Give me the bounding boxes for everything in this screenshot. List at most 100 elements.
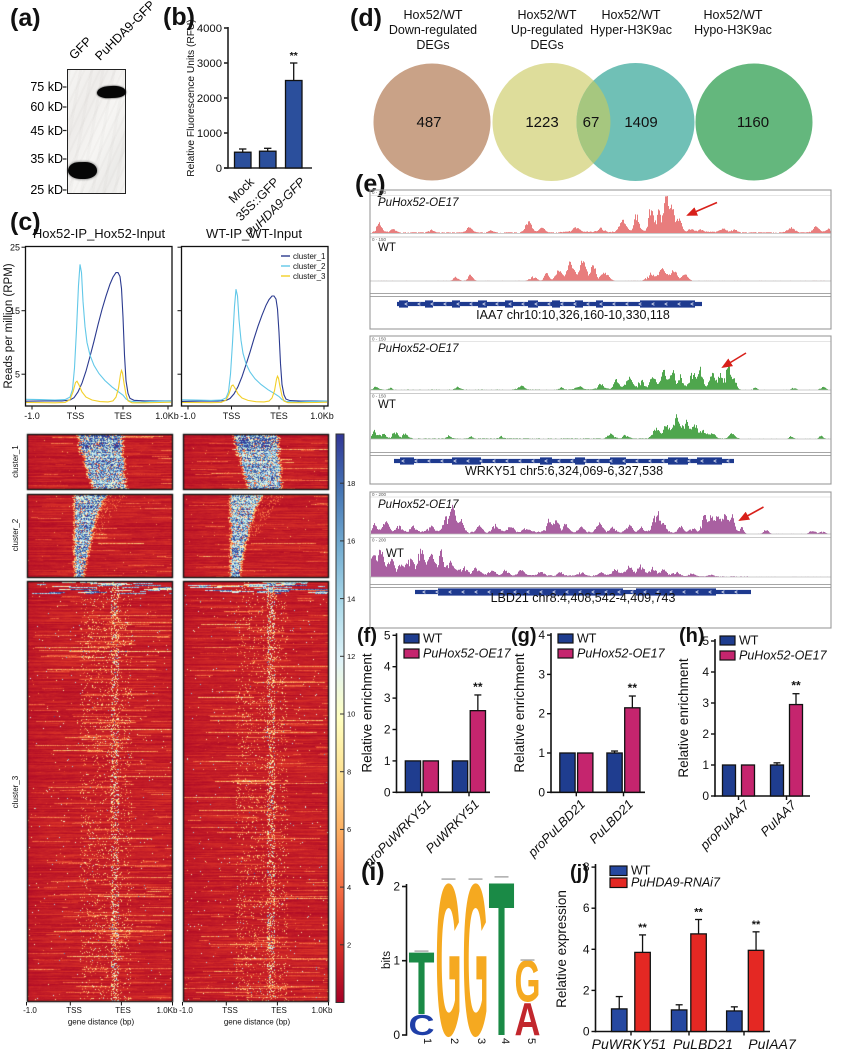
svg-text:(b): (b) xyxy=(163,3,195,31)
svg-text:Hox52/WT: Hox52/WT xyxy=(517,8,576,22)
svg-text:PuWRKY51: PuWRKY51 xyxy=(592,1036,667,1052)
svg-text:487: 487 xyxy=(416,114,441,131)
svg-text:Relative expression: Relative expression xyxy=(554,890,569,1008)
svg-text:67: 67 xyxy=(583,114,600,131)
svg-text:2: 2 xyxy=(538,707,545,721)
svg-text:1: 1 xyxy=(421,1038,433,1044)
svg-text:WRKY51 chr5:6,324,069-6,327,53: WRKY51 chr5:6,324,069-6,327,538 xyxy=(465,464,663,478)
svg-text:1.0Kb: 1.0Kb xyxy=(310,411,334,421)
svg-text:PuHox52-OE17: PuHox52-OE17 xyxy=(378,499,459,511)
svg-text:cluster_3: cluster_3 xyxy=(293,272,326,281)
svg-text:5: 5 xyxy=(702,634,709,648)
svg-text:5: 5 xyxy=(525,1038,537,1044)
svg-text:0 - 200: 0 - 200 xyxy=(372,492,387,497)
svg-text:-1.0: -1.0 xyxy=(24,411,40,421)
svg-text:18: 18 xyxy=(347,479,355,488)
svg-text:0: 0 xyxy=(393,1028,400,1042)
svg-text:5: 5 xyxy=(15,370,20,380)
svg-text:3: 3 xyxy=(475,1038,487,1044)
svg-text:5: 5 xyxy=(384,628,391,642)
svg-text:WT: WT xyxy=(739,634,759,648)
svg-text:0: 0 xyxy=(216,163,222,175)
svg-text:2: 2 xyxy=(448,1038,460,1044)
svg-text:2: 2 xyxy=(583,983,590,997)
svg-text:(j): (j) xyxy=(570,862,589,884)
svg-text:8: 8 xyxy=(583,860,590,874)
svg-text:6: 6 xyxy=(583,901,590,915)
svg-text:4: 4 xyxy=(384,660,391,674)
svg-text:TES: TES xyxy=(115,1006,131,1015)
svg-text:(d): (d) xyxy=(350,4,382,32)
svg-text:T: T xyxy=(489,837,515,1059)
svg-text:**: ** xyxy=(694,907,703,919)
svg-text:14: 14 xyxy=(347,594,355,603)
svg-text:(i): (i) xyxy=(361,858,385,886)
svg-text:G: G xyxy=(436,838,462,1059)
svg-text:Down-regulated: Down-regulated xyxy=(389,23,477,37)
svg-text:(h): (h) xyxy=(679,625,705,647)
svg-text:(f): (f) xyxy=(357,625,377,647)
svg-text:bits: bits xyxy=(381,951,393,969)
svg-text:PuHox52-OE17: PuHox52-OE17 xyxy=(739,649,828,663)
svg-text:Reads per million (RPM): Reads per million (RPM) xyxy=(3,263,15,388)
svg-text:Hox52/WT: Hox52/WT xyxy=(703,8,762,22)
svg-text:PuHox52-OE17: PuHox52-OE17 xyxy=(378,343,459,355)
svg-text:0: 0 xyxy=(538,785,545,799)
svg-text:0 - 150: 0 - 150 xyxy=(372,190,387,195)
svg-text:0: 0 xyxy=(583,1025,590,1039)
svg-text:4: 4 xyxy=(583,942,590,956)
svg-text:cluster_3: cluster_3 xyxy=(11,775,20,808)
svg-text:WT: WT xyxy=(386,548,404,560)
svg-text:-1.0: -1.0 xyxy=(179,1006,193,1015)
svg-text:PuHox52-OE17: PuHox52-OE17 xyxy=(577,647,666,661)
svg-text:TSS: TSS xyxy=(223,411,241,421)
svg-text:WT: WT xyxy=(577,632,597,646)
svg-text:PuHox52-OE17: PuHox52-OE17 xyxy=(378,197,459,209)
svg-text:PuHDA9-RNAi7: PuHDA9-RNAi7 xyxy=(631,876,721,890)
svg-text:LBD21 chr8:4,408,542-4,409,743: LBD21 chr8:4,408,542-4,409,743 xyxy=(491,591,676,605)
svg-text:1: 1 xyxy=(393,954,400,968)
svg-text:Up-regulated: Up-regulated xyxy=(511,23,583,37)
svg-text:**: ** xyxy=(791,679,801,693)
svg-text:3: 3 xyxy=(538,667,545,681)
svg-text:TES: TES xyxy=(114,411,132,421)
svg-text:**: ** xyxy=(628,681,638,695)
svg-text:0: 0 xyxy=(384,785,391,799)
svg-text:PuHox52-OE17: PuHox52-OE17 xyxy=(423,647,512,661)
svg-text:4000: 4000 xyxy=(197,23,222,35)
svg-text:3: 3 xyxy=(384,691,391,705)
svg-text:2000: 2000 xyxy=(197,93,222,105)
svg-text:TSS: TSS xyxy=(66,1006,82,1015)
svg-text:cluster_2: cluster_2 xyxy=(293,262,326,271)
svg-text:**: ** xyxy=(473,680,483,694)
svg-text:2: 2 xyxy=(347,941,351,950)
svg-text:0 - 150: 0 - 150 xyxy=(372,337,387,342)
svg-text:G: G xyxy=(463,838,489,1059)
svg-text:3: 3 xyxy=(702,696,709,710)
svg-text:1409: 1409 xyxy=(624,114,657,131)
svg-text:6: 6 xyxy=(347,825,351,834)
svg-text:PuLBD21: PuLBD21 xyxy=(673,1036,733,1052)
svg-text:PuIAA7: PuIAA7 xyxy=(757,797,799,839)
svg-text:0 - 200: 0 - 200 xyxy=(372,538,387,543)
svg-text:DEGs: DEGs xyxy=(416,38,449,52)
svg-text:2: 2 xyxy=(702,727,709,741)
svg-text:C: C xyxy=(409,1009,435,1041)
svg-text:12: 12 xyxy=(347,652,355,661)
svg-text:Relative Fluorescence Units (R: Relative Fluorescence Units (RFU) xyxy=(186,19,197,176)
svg-text:G: G xyxy=(515,949,541,1015)
svg-text:TES: TES xyxy=(270,411,288,421)
svg-text:Hox52/WT: Hox52/WT xyxy=(403,8,462,22)
svg-text:proPuIAA7: proPuIAA7 xyxy=(696,797,752,853)
svg-text:1.0Kb: 1.0Kb xyxy=(155,411,179,421)
svg-text:Hox52/WT: Hox52/WT xyxy=(601,8,660,22)
svg-text:WT: WT xyxy=(378,242,396,254)
svg-text:TSS: TSS xyxy=(67,411,85,421)
svg-text:WT-IP_WT-Input: WT-IP_WT-Input xyxy=(206,226,302,241)
svg-text:IAA7 chr10:10,326,160-10,330,1: IAA7 chr10:10,326,160-10,330,118 xyxy=(476,308,670,322)
svg-text:Relative enrichment: Relative enrichment xyxy=(676,658,691,778)
svg-text:(g): (g) xyxy=(511,625,537,647)
svg-text:T: T xyxy=(409,934,435,1034)
svg-text:1: 1 xyxy=(384,754,391,768)
svg-text:16: 16 xyxy=(347,537,355,546)
